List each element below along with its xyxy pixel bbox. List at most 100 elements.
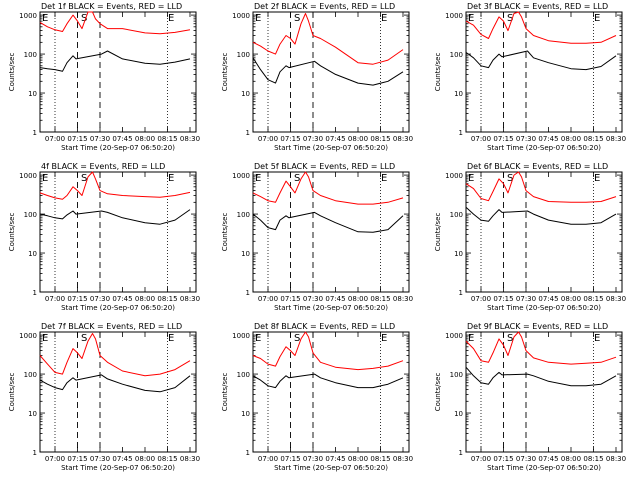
y-tick-label: 100 bbox=[237, 211, 250, 219]
lld-series-line bbox=[465, 11, 617, 44]
x-tick-label: 08:00 bbox=[348, 295, 368, 303]
y-tick-label: 1 bbox=[33, 129, 37, 137]
x-tick-label: 07:45 bbox=[538, 295, 558, 303]
lld-series-line bbox=[465, 331, 617, 365]
x-tick-label: 08:00 bbox=[135, 295, 155, 303]
region-label: E bbox=[468, 333, 474, 344]
x-tick-label: 08:15 bbox=[157, 135, 177, 143]
region-label: E bbox=[468, 173, 474, 184]
x-tick-label: 08:30 bbox=[180, 455, 200, 463]
x-tick-label: 07:45 bbox=[538, 135, 558, 143]
events-series-line bbox=[39, 209, 191, 225]
region-label: E bbox=[168, 13, 174, 24]
region-label: S bbox=[294, 13, 300, 24]
y-tick-label: 1000 bbox=[445, 172, 463, 180]
x-tick-label: 07:00 bbox=[45, 295, 65, 303]
lld-series-line bbox=[465, 171, 617, 203]
detector-panel-2: Det 2f BLACK = Events, RED = LLD 1 10 100 10… bbox=[221, 2, 413, 152]
y-tick-label: 10 bbox=[28, 250, 37, 258]
detector-panel-9: Det 9f BLACK = Events, RED = LLD 1 10 100 10… bbox=[434, 322, 626, 472]
region-label: S bbox=[81, 173, 87, 184]
x-tick-label: 08:30 bbox=[393, 295, 413, 303]
x-axis-label: Start Time (20-Sep-07 06:50:20) bbox=[61, 304, 175, 312]
region-label: S bbox=[81, 333, 87, 344]
lld-series-line bbox=[252, 13, 404, 65]
plot-frame bbox=[252, 171, 410, 293]
x-axis-label: Start Time (20-Sep-07 06:50:20) bbox=[487, 144, 601, 152]
region-label: E bbox=[468, 13, 474, 24]
region-label: E bbox=[255, 333, 261, 344]
x-tick-label: 08:30 bbox=[180, 135, 200, 143]
lld-series-line bbox=[252, 331, 404, 371]
panel-title: Det 2f BLACK = Events, RED = LLD bbox=[254, 2, 395, 11]
plot-frame bbox=[252, 331, 410, 453]
detector-panel-3: Det 3f BLACK = Events, RED = LLD 1 10 100 10… bbox=[434, 2, 626, 152]
plot-frame bbox=[252, 11, 410, 133]
lld-series-line bbox=[39, 11, 191, 35]
region-label: E bbox=[381, 13, 387, 24]
x-tick-label: 07:15 bbox=[67, 295, 87, 303]
x-tick-label: 07:30 bbox=[303, 455, 323, 463]
y-tick-label: 1 bbox=[459, 129, 463, 137]
region-label: E bbox=[42, 13, 48, 24]
panel-title: Det 5f BLACK = Events, RED = LLD bbox=[254, 162, 395, 171]
panel-title: Det 1f BLACK = Events, RED = LLD bbox=[41, 2, 182, 11]
y-tick-label: 10 bbox=[28, 410, 37, 418]
plot-frame bbox=[39, 11, 197, 133]
y-axis-label: Counts/sec bbox=[434, 373, 442, 412]
region-label: S bbox=[507, 173, 513, 184]
panel-title: Det 6f BLACK = Events, RED = LLD bbox=[467, 162, 608, 171]
y-axis-label: Counts/sec bbox=[434, 213, 442, 252]
y-tick-label: 10 bbox=[241, 90, 250, 98]
y-tick-label: 10 bbox=[28, 90, 37, 98]
x-tick-label: 07:30 bbox=[90, 295, 110, 303]
y-tick-label: 1 bbox=[33, 289, 37, 297]
x-tick-label: 07:00 bbox=[45, 455, 65, 463]
x-tick-label: 07:45 bbox=[325, 455, 345, 463]
y-tick-label: 100 bbox=[450, 51, 463, 59]
y-tick-label: 1000 bbox=[445, 12, 463, 20]
events-series-line bbox=[252, 57, 404, 86]
events-series-line bbox=[252, 373, 404, 389]
x-tick-label: 08:15 bbox=[370, 135, 390, 143]
panel-title: 4f BLACK = Events, RED = LLD bbox=[41, 162, 165, 171]
y-tick-label: 1 bbox=[459, 449, 463, 457]
panel-title: Det 3f BLACK = Events, RED = LLD bbox=[467, 2, 608, 11]
x-tick-label: 08:00 bbox=[561, 135, 581, 143]
x-axis-label: Start Time (20-Sep-07 06:50:20) bbox=[274, 304, 388, 312]
region-label: S bbox=[507, 333, 513, 344]
x-tick-label: 08:00 bbox=[135, 455, 155, 463]
lld-series-line bbox=[39, 333, 191, 377]
x-tick-label: 08:30 bbox=[606, 295, 626, 303]
x-axis-label: Start Time (20-Sep-07 06:50:20) bbox=[61, 144, 175, 152]
region-label: E bbox=[168, 173, 174, 184]
region-label: S bbox=[294, 173, 300, 184]
y-tick-label: 10 bbox=[454, 250, 463, 258]
y-tick-label: 100 bbox=[237, 51, 250, 59]
region-label: E bbox=[594, 13, 600, 24]
x-tick-label: 08:00 bbox=[348, 455, 368, 463]
y-tick-label: 1 bbox=[246, 289, 250, 297]
x-tick-label: 07:45 bbox=[112, 455, 132, 463]
y-tick-label: 1000 bbox=[445, 332, 463, 340]
x-tick-label: 08:15 bbox=[370, 295, 390, 303]
panel-title: Det 7f BLACK = Events, RED = LLD bbox=[41, 322, 182, 331]
y-tick-label: 100 bbox=[450, 211, 463, 219]
x-tick-label: 07:30 bbox=[516, 135, 536, 143]
x-tick-label: 08:00 bbox=[135, 135, 155, 143]
y-tick-label: 1000 bbox=[19, 172, 37, 180]
x-tick-label: 07:45 bbox=[325, 295, 345, 303]
x-axis-label: Start Time (20-Sep-07 06:50:20) bbox=[487, 464, 601, 472]
x-axis-label: Start Time (20-Sep-07 06:50:20) bbox=[274, 464, 388, 472]
x-tick-label: 08:30 bbox=[393, 135, 413, 143]
detector-panel-6: Det 6f BLACK = Events, RED = LLD 1 10 100 10… bbox=[434, 162, 626, 312]
y-axis-label: Counts/sec bbox=[221, 53, 229, 92]
region-label: E bbox=[255, 173, 261, 184]
y-tick-label: 1000 bbox=[232, 172, 250, 180]
x-tick-label: 08:30 bbox=[606, 455, 626, 463]
y-tick-label: 100 bbox=[450, 371, 463, 379]
region-label: E bbox=[255, 13, 261, 24]
x-tick-label: 07:30 bbox=[303, 135, 323, 143]
x-tick-label: 07:00 bbox=[45, 135, 65, 143]
